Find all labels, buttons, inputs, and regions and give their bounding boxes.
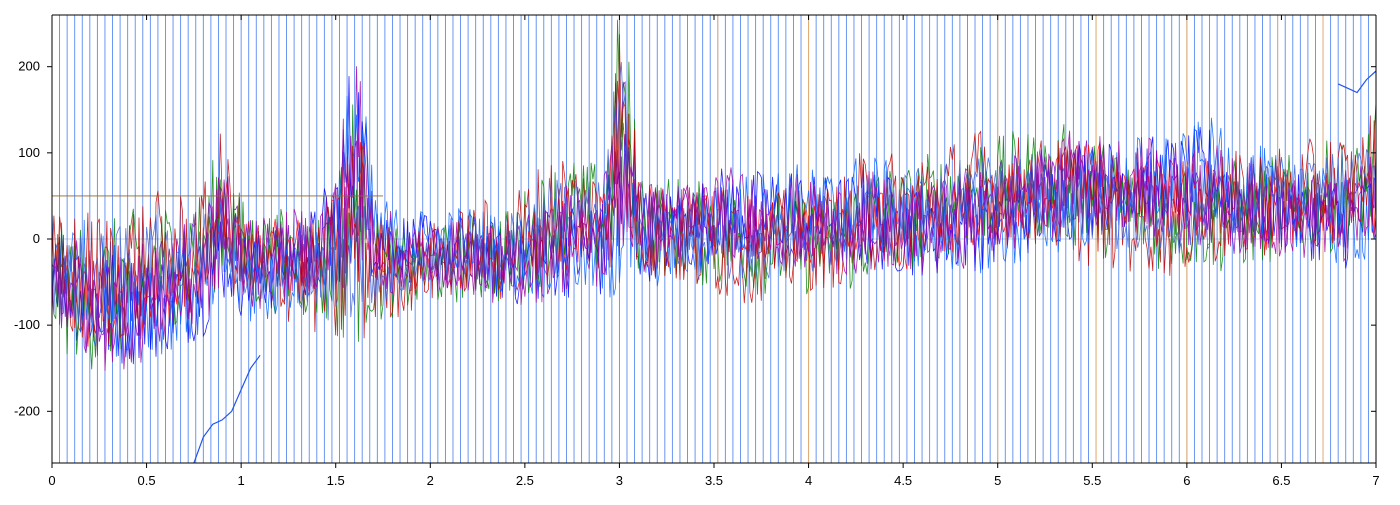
signal-trace-3 — [51, 81, 1377, 354]
y-tick-label: 200 — [18, 59, 40, 74]
x-tick-label: 4 — [805, 473, 812, 488]
x-tick-label: 2.5 — [516, 473, 534, 488]
x-tick-label: 4.5 — [894, 473, 912, 488]
x-tick-label: 3.5 — [705, 473, 723, 488]
x-tick-label: 6 — [1183, 473, 1190, 488]
outlier-trace — [193, 354, 261, 464]
x-axis-ticks: 0 0.5 1 1.5 2 2.5 3 3.5 4 4.5 5 5.5 6 6.5 7 — [48, 15, 1380, 488]
signal-trace-5 — [51, 34, 1377, 344]
y-axis-ticks: -200 -100 0 100 200 — [14, 59, 1376, 418]
x-tick-label: 0.5 — [138, 473, 156, 488]
reference-lines — [52, 195, 1376, 240]
x-tick-label: 1.5 — [327, 473, 345, 488]
x-tick-label: 6.5 — [1272, 473, 1290, 488]
y-tick-label: -200 — [14, 403, 40, 418]
x-tick-label: 3 — [616, 473, 623, 488]
outlier-trace-end — [1337, 70, 1377, 94]
x-tick-label: 7 — [1372, 473, 1379, 488]
y-tick-label: 100 — [18, 145, 40, 160]
x-tick-label: 0 — [48, 473, 55, 488]
x-tick-label: 5 — [994, 473, 1001, 488]
y-tick-label: 0 — [33, 231, 40, 246]
y-tick-label: -100 — [14, 317, 40, 332]
x-tick-label: 1 — [238, 473, 245, 488]
x-tick-label: 5.5 — [1083, 473, 1101, 488]
x-tick-label: 2 — [427, 473, 434, 488]
signal-trace-7 — [51, 66, 1377, 371]
signal-traces — [51, 19, 1377, 464]
signal-trace-2 — [51, 19, 1377, 370]
